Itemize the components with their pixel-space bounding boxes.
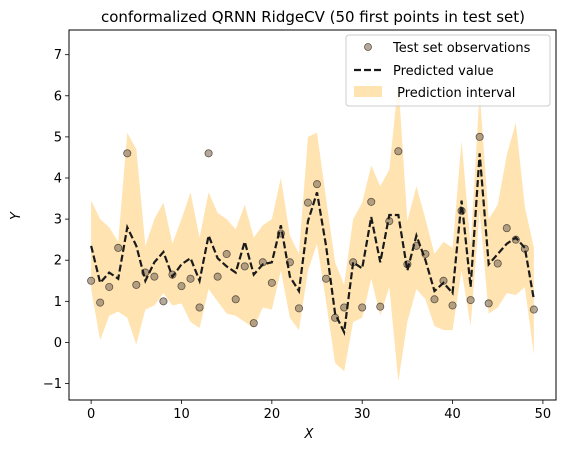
legend-label-predicted: Predicted value	[393, 64, 494, 79]
observation-point	[313, 180, 322, 189]
x-tick-label: 0	[87, 407, 95, 422]
y-axis-label: Y	[9, 211, 24, 220]
legend-observation-marker	[364, 43, 372, 51]
plot-area	[87, 81, 538, 382]
predicted-value-line	[90, 153, 535, 336]
observation-point	[96, 298, 105, 307]
legend-interval-swatch	[354, 86, 382, 97]
x-tick-label: 10	[173, 407, 190, 422]
x-tick-label: 40	[444, 407, 461, 422]
observation-point	[87, 276, 96, 285]
observation-point	[222, 250, 231, 259]
y-tick-label: 2	[54, 254, 62, 269]
observation-point	[376, 302, 385, 311]
y-tick-label: −1	[43, 377, 62, 392]
observation-point	[177, 282, 186, 291]
observation-point	[231, 295, 240, 304]
y-tick-label: 1	[54, 295, 62, 310]
observation-point	[159, 297, 168, 306]
observation-point	[114, 243, 123, 252]
legend: Test set observations Predicted value Pr…	[345, 34, 551, 107]
observation-point	[303, 198, 312, 207]
observation-point	[322, 274, 331, 283]
axis-ticks: 0 10 20 30 40 50 −1 0 1 2 3 4 5 6 7	[43, 48, 551, 422]
x-tick-label: 20	[264, 407, 281, 422]
y-tick-label: 4	[54, 172, 62, 187]
observation-point	[195, 303, 204, 312]
legend-label-observations: Test set observations	[392, 41, 531, 56]
observation-point	[358, 303, 367, 312]
y-tick-label: 6	[54, 89, 62, 104]
observation-point	[439, 276, 448, 285]
observation-point	[132, 280, 141, 289]
y-tick-label: 7	[54, 48, 62, 63]
y-tick-label: 5	[54, 130, 62, 145]
x-tick-label: 50	[535, 407, 552, 422]
observation-point	[240, 262, 249, 271]
observation-point	[493, 259, 502, 268]
chart-title: conformalized QRNN RidgeCV (50 first poi…	[101, 8, 525, 26]
observation-point	[294, 304, 303, 313]
observation-point	[267, 278, 276, 287]
observation-point	[204, 149, 213, 158]
x-tick-label: 30	[354, 407, 371, 422]
observation-point	[150, 272, 159, 281]
observation-point	[105, 282, 114, 291]
observation-point	[484, 299, 493, 308]
y-tick-label: 3	[54, 213, 62, 228]
observation-point	[502, 224, 511, 233]
observation-point	[367, 197, 376, 206]
observation-point	[213, 272, 222, 281]
observation-point	[430, 295, 439, 304]
x-axis-label: X	[304, 427, 315, 442]
observation-point	[529, 305, 538, 314]
observation-point	[394, 147, 403, 156]
y-tick-label: 0	[54, 336, 62, 351]
observation-point	[123, 149, 132, 158]
prediction-interval-band	[91, 81, 534, 382]
observation-point	[475, 132, 484, 141]
observation-point	[466, 296, 475, 305]
observation-point	[448, 301, 457, 310]
observation-point	[249, 319, 258, 328]
legend-label-interval: Prediction interval	[393, 86, 515, 101]
observation-point	[186, 274, 195, 283]
legend-box	[345, 34, 551, 107]
axes-frame	[68, 29, 557, 401]
